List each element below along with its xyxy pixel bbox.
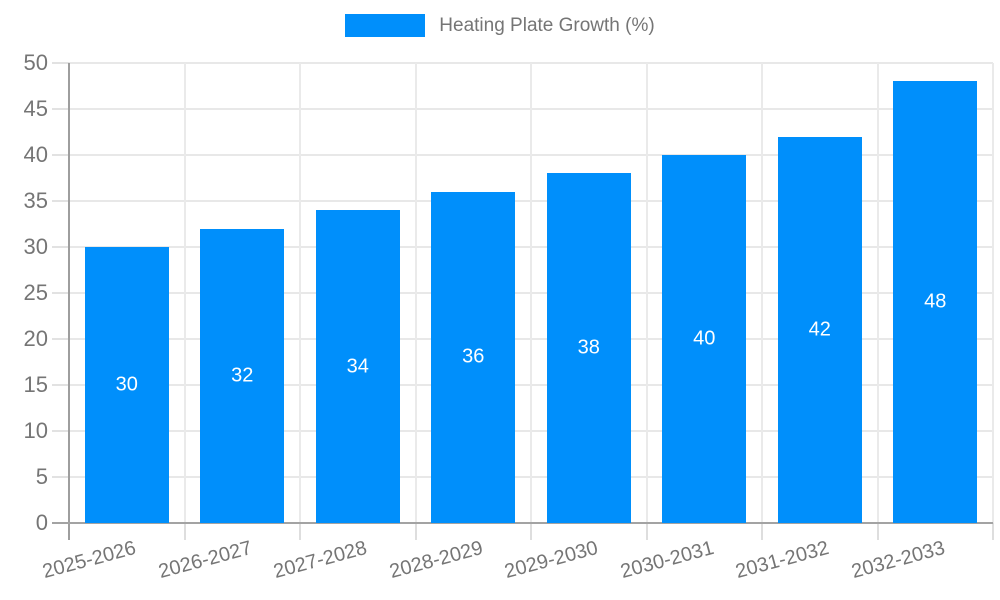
x-tick-mark	[992, 523, 994, 540]
x-tick-mark	[645, 523, 648, 540]
bar-2032-2033[interactable]: 48	[893, 81, 978, 523]
x-axis-line	[52, 522, 993, 524]
x-gridline	[645, 63, 648, 523]
y-axis-tick-label: 20	[23, 326, 48, 351]
y-axis-line	[68, 63, 70, 523]
bar-value-label: 40	[693, 327, 716, 350]
y-tick-mark	[52, 246, 69, 248]
bar-2027-2028[interactable]: 34	[315, 210, 400, 523]
y-axis-tick-label: 5	[35, 464, 48, 489]
y-tick-mark	[52, 384, 69, 386]
y-tick-mark	[52, 430, 69, 432]
y-axis-tick-label: 50	[23, 50, 48, 75]
x-tick-mark	[68, 523, 70, 540]
x-axis-tick-label: 2025-2026	[40, 537, 139, 584]
x-gridline	[414, 63, 417, 523]
bar-value-label: 42	[808, 318, 831, 341]
bar-value-label: 48	[924, 290, 947, 313]
bar-2026-2027[interactable]: 32	[200, 228, 285, 523]
y-axis-tick-label: 0	[35, 510, 48, 535]
bar-2028-2029[interactable]: 36	[431, 191, 516, 523]
x-gridline	[299, 63, 301, 523]
legend-item[interactable]: Heating Plate Growth (%)	[0, 14, 1000, 37]
x-tick-mark	[761, 523, 763, 540]
bar-value-label: 32	[231, 364, 254, 387]
x-axis-tick-label: 2028-2029	[386, 537, 485, 584]
y-tick-mark	[52, 154, 69, 156]
x-gridline	[992, 63, 994, 523]
bar-value-label: 34	[346, 355, 369, 378]
x-tick-mark	[299, 523, 301, 540]
x-tick-mark	[530, 523, 532, 540]
y-tick-mark	[52, 338, 69, 340]
bar-value-label: 30	[115, 373, 138, 396]
x-axis-tick-label: 2031-2032	[733, 537, 832, 584]
y-tick-mark	[52, 200, 69, 202]
bar-2025-2026[interactable]: 30	[84, 247, 169, 523]
y-axis-tick-label: 35	[23, 188, 48, 213]
bar-value-label: 38	[577, 336, 600, 359]
y-tick-mark	[52, 108, 69, 110]
x-tick-mark	[414, 523, 417, 540]
legend-label: Heating Plate Growth (%)	[439, 14, 655, 36]
legend-swatch	[345, 14, 426, 37]
x-gridline	[876, 63, 879, 523]
y-axis-tick-label: 40	[23, 142, 48, 167]
bar-2029-2030[interactable]: 38	[546, 173, 631, 523]
y-tick-mark	[52, 476, 69, 478]
x-axis-tick-label: 2027-2028	[271, 537, 370, 584]
x-tick-mark	[876, 523, 879, 540]
x-gridline	[761, 63, 763, 523]
x-tick-mark	[183, 523, 186, 540]
x-axis-tick-label: 2026-2027	[155, 537, 254, 584]
x-axis-tick-label: 2029-2030	[502, 537, 601, 584]
y-axis-tick-label: 30	[23, 234, 48, 259]
x-gridline	[530, 63, 532, 523]
x-gridline	[183, 63, 186, 523]
y-axis-tick-label: 25	[23, 280, 48, 305]
bar-2030-2031[interactable]: 40	[662, 155, 747, 523]
y-tick-mark	[52, 292, 69, 294]
bar-2031-2032[interactable]: 42	[777, 136, 862, 523]
y-tick-mark	[52, 62, 69, 64]
y-axis-tick-label: 10	[23, 418, 48, 443]
bar-value-label: 36	[462, 345, 485, 368]
x-axis-tick-label: 2032-2033	[848, 537, 947, 584]
x-axis-tick-label: 2030-2031	[617, 537, 716, 584]
y-axis-tick-label: 15	[23, 372, 48, 397]
y-axis-tick-label: 45	[23, 96, 48, 121]
